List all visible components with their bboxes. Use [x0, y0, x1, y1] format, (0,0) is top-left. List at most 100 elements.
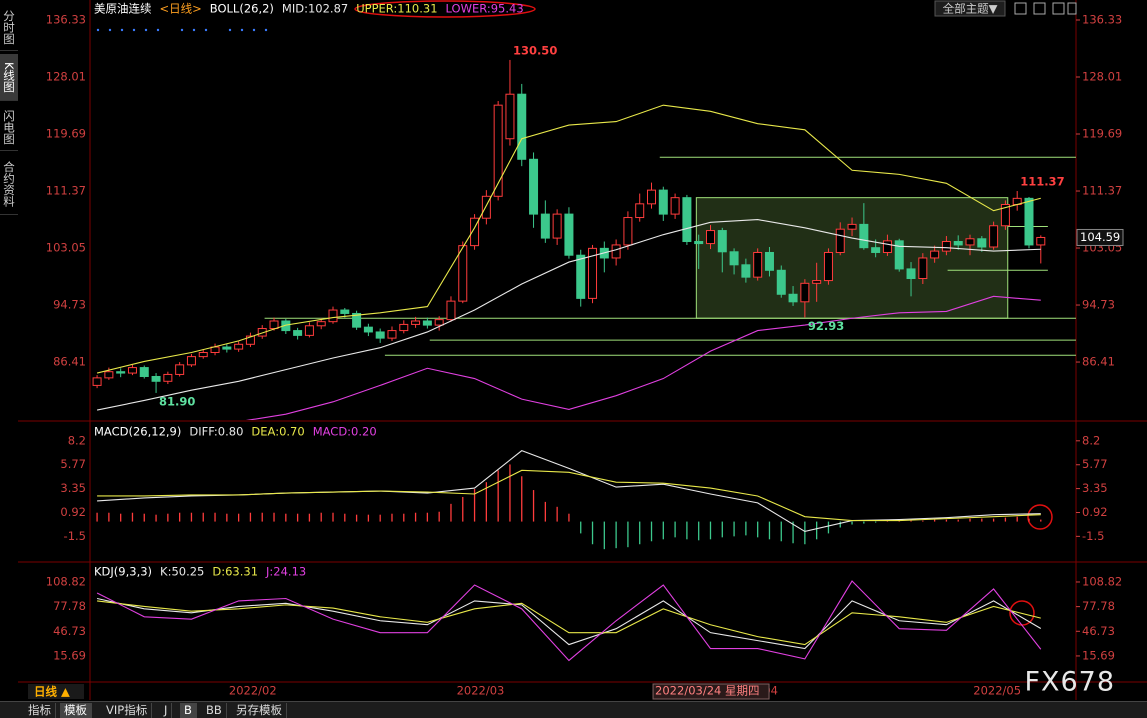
- y-tick-label: 103.05: [46, 241, 86, 255]
- candle-body: [316, 321, 326, 327]
- plot-area: [92, 59, 1076, 420]
- indicator-line: [97, 469, 1041, 522]
- y-tick-label: 94.73: [1082, 298, 1115, 312]
- watermark: FX678: [1024, 667, 1115, 698]
- y-tick-label: 136.33: [1082, 13, 1122, 27]
- y-tick-label: 5.77: [1082, 457, 1108, 471]
- price-annotation: 130.50: [513, 43, 557, 57]
- sidebar-tab[interactable]: 合约资料: [0, 154, 18, 215]
- legend-item: DEA:0.70: [251, 425, 304, 439]
- tab[interactable]: 另存模板: [232, 703, 287, 718]
- candle-body: [1036, 236, 1046, 246]
- period-button-label[interactable]: 日线 ▲: [34, 685, 70, 699]
- candle-body: [352, 312, 362, 328]
- tab[interactable]: J: [160, 703, 173, 718]
- candle-body: [481, 195, 491, 219]
- cursor-date: 2022/03/24 星期四: [655, 684, 759, 698]
- legend-item: DIFF:0.80: [189, 425, 243, 439]
- y-tick-label: 0.92: [1082, 505, 1108, 519]
- y-tick-label: 77.78: [1082, 599, 1115, 613]
- candle-body: [576, 254, 586, 299]
- sidebar-tab[interactable]: 闪电图: [0, 104, 18, 151]
- price-annotation: 92.93: [808, 319, 844, 333]
- legend-item: KDJ(9,3,3): [94, 565, 152, 579]
- candle-body: [953, 241, 963, 246]
- candle-body: [812, 280, 822, 284]
- tab[interactable]: BB: [202, 703, 227, 718]
- y-tick-label: 119.69: [1082, 127, 1122, 141]
- y-tick-label: 108.82: [1082, 574, 1122, 588]
- candle-body: [470, 217, 480, 247]
- sidebar-tab[interactable]: 分时图: [0, 4, 18, 51]
- candle-body: [930, 250, 940, 259]
- dot-row: [96, 28, 268, 32]
- last-price-box: [1076, 228, 1124, 246]
- candle-body: [328, 309, 338, 323]
- candle-body: [245, 335, 255, 345]
- indicator-line: [96, 104, 1041, 374]
- candle-body: [163, 373, 173, 382]
- y-tick-label: 86.41: [53, 355, 86, 369]
- candle-body: [363, 326, 373, 333]
- y-tick-label: 5.77: [60, 457, 86, 471]
- candle-body: [458, 245, 468, 302]
- candle-body: [1000, 204, 1010, 227]
- tab[interactable]: 指标: [24, 703, 56, 718]
- y-tick-label: 3.35: [1082, 481, 1108, 495]
- x-tick-label: 2022/03: [457, 684, 505, 698]
- highlight-circle: [1027, 504, 1053, 530]
- candle-body: [281, 320, 291, 332]
- candle-body: [399, 323, 409, 332]
- candle-body: [293, 330, 303, 336]
- window-icons[interactable]: [1014, 2, 1077, 15]
- candle-body: [906, 268, 916, 280]
- tab[interactable]: 模板: [60, 703, 92, 718]
- indicator-line: [245, 295, 1041, 420]
- legend-item: K:50.25: [160, 565, 204, 579]
- candle-body: [859, 223, 869, 249]
- y-tick-label: 77.78: [53, 599, 86, 613]
- y-tick-label: 94.73: [53, 298, 86, 312]
- y-tick-label: 86.41: [1082, 355, 1115, 369]
- candle-body: [694, 241, 704, 245]
- y-tick-label: 111.37: [46, 184, 86, 198]
- highlight-ellipse: [354, 0, 536, 18]
- legend-item: UPPER:110.31: [356, 2, 437, 16]
- legend-item: J:24.13: [265, 565, 306, 579]
- tab-bar: 指标 模板 VIP指标 J B BB 另存模板: [0, 701, 1147, 718]
- candle-body: [517, 93, 527, 160]
- candle-body: [965, 238, 975, 246]
- theme-button[interactable]: [934, 0, 1006, 17]
- candle-body: [139, 367, 149, 377]
- candle-body: [92, 377, 102, 386]
- x-tick-label: 2022/05: [973, 684, 1021, 698]
- candle-body: [175, 364, 185, 375]
- candle-body: [257, 328, 267, 337]
- theme-button-label[interactable]: 全部主题▼: [943, 2, 998, 16]
- candle-body: [717, 230, 727, 253]
- candle-body: [741, 264, 751, 278]
- chart: 全部主题▼ 日线 ▲ FX678 136.33 136.33 128.01 128.0…: [18, 0, 1147, 700]
- y-tick-label: 136.33: [46, 13, 86, 27]
- period-button[interactable]: [28, 684, 84, 699]
- plot-area: [96, 580, 1042, 662]
- candle-body: [116, 371, 126, 374]
- tab[interactable]: VIP指标: [102, 703, 153, 718]
- candle-body: [729, 251, 739, 266]
- candle-body: [411, 320, 421, 325]
- candle-body: [670, 197, 680, 215]
- candle-body: [611, 244, 621, 259]
- candle-body: [941, 241, 951, 252]
- candle-body: [682, 197, 692, 243]
- sidebar-tab[interactable]: K线图: [0, 54, 18, 101]
- candle-body: [198, 352, 208, 358]
- y-tick-label: 108.82: [46, 574, 86, 588]
- tab[interactable]: B: [180, 703, 197, 718]
- legend-item: MACD(26,12,9): [94, 425, 181, 439]
- candle-body: [989, 225, 999, 248]
- legend-item: LOWER:95.43: [446, 2, 524, 16]
- candle-body: [446, 300, 456, 321]
- candle-body: [505, 93, 515, 140]
- legend-item: 美原油连续: [94, 2, 152, 16]
- candle-body: [635, 203, 645, 219]
